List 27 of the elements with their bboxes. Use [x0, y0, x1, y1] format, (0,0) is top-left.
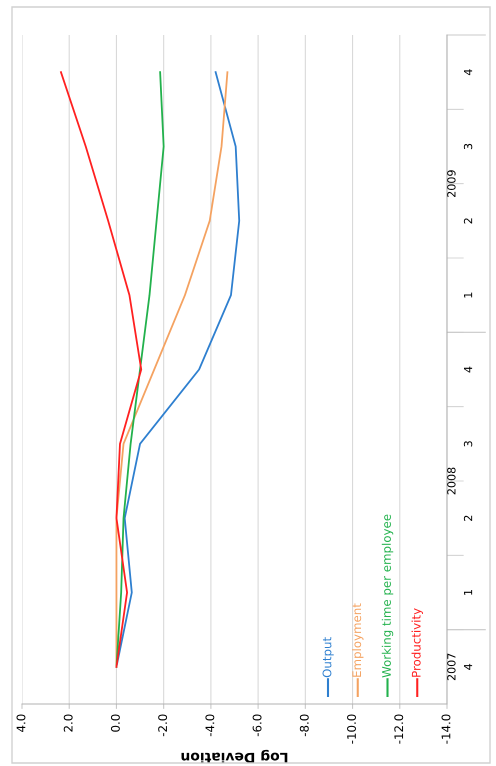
- x-tick-label: -6.0: [252, 714, 262, 736]
- x-tick-label: -2.0: [158, 714, 168, 736]
- x-axis-title: Log Deviation: [182, 750, 288, 764]
- x-tick-label: -8.0: [300, 714, 309, 736]
- x-tick-label: -12.0: [394, 714, 404, 744]
- x-tick-label: 0.0: [110, 714, 120, 732]
- text: 2007: [447, 654, 456, 680]
- text: Employment: [352, 603, 364, 677]
- y-tick-label: 1: [464, 590, 472, 595]
- y-tick-label: 3: [464, 441, 472, 447]
- text: 2009: [447, 170, 456, 197]
- x-tick-label: 4.0: [16, 714, 26, 732]
- y-tick-label: 2: [464, 516, 472, 521]
- text: Productivity: [412, 608, 423, 677]
- y-tick-label: 1: [464, 292, 472, 298]
- x-tick-label: 2.0: [64, 714, 73, 732]
- x-tick-label: -14.0: [441, 714, 450, 744]
- x-tick-label: -10.0: [347, 714, 356, 744]
- y-tick-label: 4: [464, 664, 472, 670]
- y-tick-label: 3: [464, 144, 472, 150]
- y-tick-label: 4: [464, 366, 472, 372]
- y-tick-label: 2: [464, 218, 472, 224]
- x-tick-label: -4.0: [205, 714, 214, 736]
- y-tick-label: 4: [464, 69, 472, 76]
- text: 2008: [447, 468, 456, 494]
- text: Output: [322, 637, 334, 678]
- text: Working time per employee: [382, 514, 394, 678]
